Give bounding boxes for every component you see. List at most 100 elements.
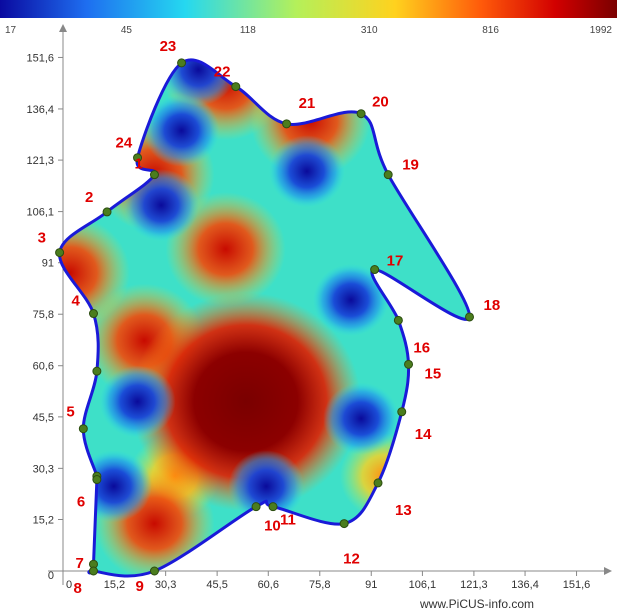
- measuring-point-label: 10: [264, 518, 281, 535]
- measuring-point: [55, 248, 65, 258]
- x-axis-arrow: [604, 567, 612, 575]
- measuring-point-label: 11: [280, 512, 296, 529]
- heat-spot-high: [59, 215, 130, 330]
- heat-spot-low: [160, 59, 237, 106]
- y-ticks: 0 15,2 30,3 45,5 60,6 75,8 91 106,1 121,3 136,4 15…: [26, 52, 63, 582]
- x-ticks: 0 15,2 30,3 45,5 60,6 75,8 91 106,1 121,3 136,4 15…: [62, 571, 591, 591]
- y-tick-label: 136,4: [26, 104, 54, 116]
- heat-spot-low: [268, 135, 345, 208]
- x-tick-label: 15,2: [104, 579, 125, 591]
- colorbar: [0, 0, 617, 18]
- x-tick-label: 30,3: [155, 579, 176, 591]
- measuring-point: [88, 309, 98, 319]
- measuring-point: [149, 566, 159, 576]
- measuring-point-label: 2: [85, 189, 93, 206]
- measuring-point-label: 12: [343, 551, 360, 568]
- measuring-point: [149, 170, 159, 180]
- heat-spot-low: [99, 365, 176, 438]
- y-tick-label: 121,3: [26, 155, 54, 167]
- colorbar-ticks: 17 45 118 310 816 1992: [5, 25, 612, 36]
- measuring-point-label: 4: [71, 293, 80, 310]
- measuring-point: [370, 265, 380, 275]
- measuring-point-label: 22: [214, 64, 231, 81]
- heat-spot-low: [143, 94, 220, 167]
- measuring-point: [177, 58, 187, 68]
- measuring-point: [356, 109, 366, 119]
- measuring-point: [383, 170, 393, 180]
- heat-spot-low: [323, 382, 400, 455]
- y-tick-label: 0: [48, 570, 54, 582]
- measuring-point-label: 24: [116, 135, 133, 152]
- colorbar-tick-label: 17: [5, 25, 17, 36]
- y-tick-label: 151,6: [26, 52, 54, 64]
- measuring-point: [251, 502, 261, 512]
- y-tick-label: 60,6: [33, 361, 54, 373]
- measuring-point: [339, 519, 349, 529]
- y-axis-arrow: [59, 24, 67, 32]
- y-tick-label: 106,1: [26, 207, 54, 219]
- measuring-point: [397, 407, 407, 417]
- measuring-point-label: 5: [66, 404, 74, 421]
- measuring-point-label: 19: [402, 157, 419, 174]
- heat-spot-high: [165, 192, 286, 307]
- y-tick-label: 30,3: [33, 463, 54, 475]
- x-tick-label: 136,4: [511, 579, 539, 591]
- colorbar-tick-label: 45: [121, 25, 133, 36]
- measuring-point-label: 17: [387, 253, 404, 270]
- heat-spot-low: [312, 263, 389, 337]
- x-tick-label: 91: [365, 579, 377, 591]
- measuring-point: [373, 478, 383, 488]
- measuring-point: [465, 312, 474, 322]
- measuring-point-label: 1: [134, 156, 142, 173]
- measuring-point: [268, 502, 278, 512]
- measuring-point-label: 14: [415, 426, 432, 443]
- colorbar-tick-label: 1992: [590, 25, 613, 36]
- measuring-point-label: 8: [73, 580, 81, 597]
- x-tick-label: 45,5: [206, 579, 227, 591]
- measuring-point-label: 9: [135, 578, 143, 595]
- stem-outline: [58, 58, 471, 578]
- measuring-point-label: 16: [413, 339, 430, 356]
- measuring-point-label: 15: [425, 365, 442, 382]
- measuring-point-label: 20: [372, 94, 389, 111]
- measuring-point-label: 7: [75, 555, 83, 572]
- x-tick-label: 151,6: [563, 579, 591, 591]
- measuring-point: [102, 207, 112, 217]
- x-tick-label: 75,8: [309, 579, 330, 591]
- heat-spot-low: [75, 450, 152, 523]
- x-tick-label: 106,1: [409, 579, 437, 591]
- credit-text: www.PiCUS-info.com: [419, 597, 534, 611]
- y-tick-label: 15,2: [33, 515, 54, 527]
- heatmap-spots: [59, 59, 430, 577]
- x-tick-label: 0: [66, 579, 72, 591]
- measuring-point-label: 23: [160, 38, 177, 55]
- measuring-point: [282, 119, 292, 129]
- measuring-point: [404, 359, 414, 369]
- x-tick-label: 121,3: [460, 579, 488, 591]
- heat-spot-low: [228, 450, 305, 523]
- measuring-point: [92, 366, 102, 376]
- measuring-point: [231, 82, 241, 92]
- measuring-point-label: 3: [38, 230, 46, 247]
- measuring-point: [133, 153, 143, 163]
- measuring-point-label: 21: [299, 95, 316, 112]
- colorbar-tick-label: 118: [240, 25, 256, 36]
- heat-spot-max: [130, 292, 361, 511]
- measuring-point: [88, 566, 98, 576]
- y-tick-label: 45,5: [33, 412, 54, 424]
- colorbar-tick-label: 816: [482, 25, 499, 36]
- measuring-point-label: 13: [395, 502, 412, 519]
- measuring-point: [92, 475, 102, 485]
- colorbar-tick-label: 310: [361, 25, 378, 36]
- measuring-points: [55, 58, 474, 576]
- y-tick-label: 75,8: [33, 309, 54, 321]
- measuring-point-label: 6: [77, 494, 85, 511]
- measuring-point: [78, 424, 88, 434]
- measuring-point-label: 18: [484, 297, 501, 314]
- heatmap-area: [59, 59, 470, 577]
- heat-spot-low: [123, 169, 200, 242]
- y-tick-label: 91: [42, 258, 54, 270]
- measuring-point: [393, 315, 403, 325]
